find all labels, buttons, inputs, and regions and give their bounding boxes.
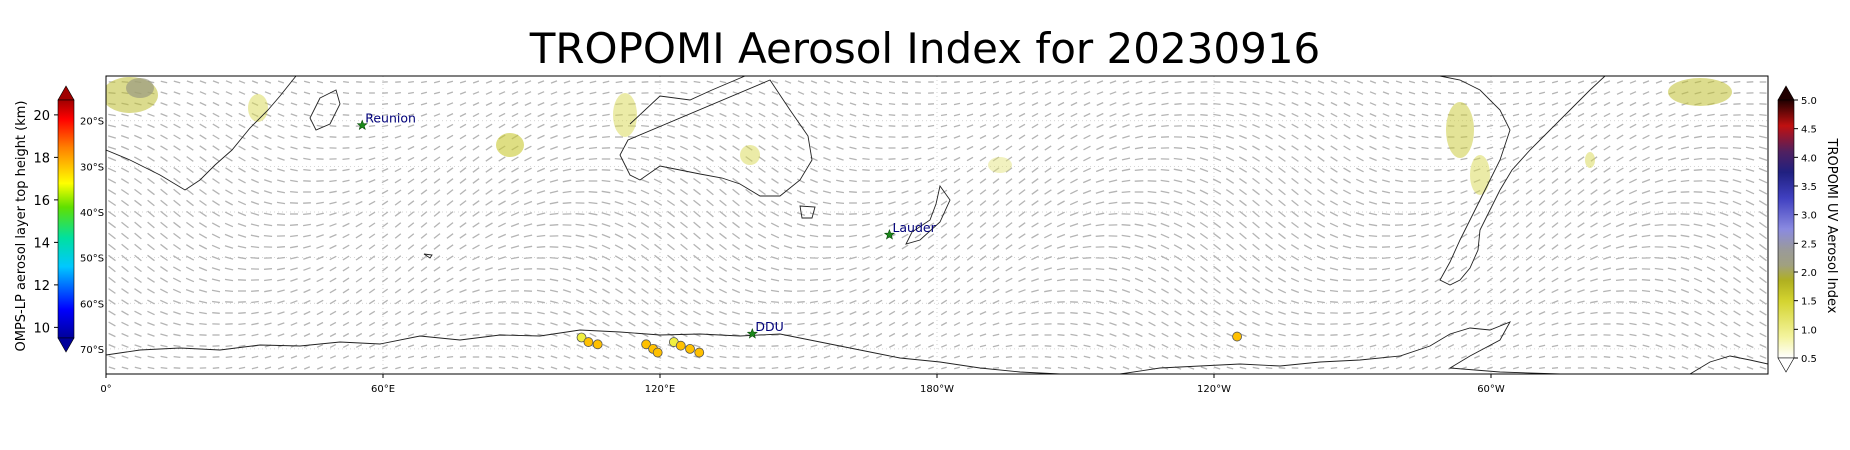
- omps-points: [576, 331, 1242, 358]
- right-colorbar-tick: 0.5: [1801, 354, 1817, 365]
- lon-tick-label: 60°W: [1477, 384, 1505, 395]
- omps-point: [1232, 331, 1242, 342]
- left-colorbar-tick: 14: [33, 236, 50, 251]
- omps-point: [652, 347, 663, 358]
- coastlines: [106, 76, 1768, 374]
- wind-vectors: [107, 80, 1768, 370]
- omps-point: [583, 337, 594, 347]
- lon-tick-label: 0°: [100, 384, 111, 395]
- longitude-tick-labels: 0° 60°E 120°E 180°W 120°W 60°W: [100, 374, 1505, 395]
- omps-point: [592, 339, 603, 350]
- left-colorbar-tick: 10: [33, 321, 50, 336]
- omps-point: [576, 332, 587, 343]
- right-colorbar-tick: 2.0: [1801, 268, 1817, 279]
- omps-point: [694, 347, 705, 358]
- right-colorbar-tick: 3.0: [1801, 211, 1817, 222]
- lon-tick-label: 120°E: [645, 384, 675, 395]
- lon-tick-label: 180°W: [920, 384, 954, 395]
- left-colorbar: 10 12 14 16 18 20 OMPS-LP aerosol layer top h…: [14, 85, 75, 353]
- station-label: Lauder: [892, 220, 936, 235]
- omps-point: [685, 344, 695, 354]
- aerosol-patches: [106, 77, 1732, 195]
- station-marker: [356, 119, 368, 130]
- lat-tick-label: 50°S: [80, 254, 104, 265]
- right-colorbar: 0.5 1.0 1.5 2.0 2.5 3.0 3.5 4.0 4.5 5.0 TROPOMI U…: [1777, 85, 1839, 373]
- right-colorbar-tick: 1.0: [1801, 325, 1817, 336]
- station-label: DDU: [755, 319, 783, 334]
- left-colorbar-tick: 16: [33, 194, 50, 209]
- right-colorbar-label: TROPOMI UV Aerosol Index: [1824, 138, 1839, 314]
- stations: Reunion Lauder DDU: [356, 110, 937, 339]
- right-colorbar-tick: 3.5: [1801, 182, 1817, 193]
- right-colorbar-tick: 2.5: [1801, 239, 1817, 250]
- left-colorbar-tick: 20: [33, 109, 50, 124]
- omps-point: [675, 340, 686, 351]
- lat-tick-label: 60°S: [80, 299, 104, 310]
- lat-tick-label: 20°S: [80, 117, 104, 128]
- lon-tick-label: 60°E: [371, 384, 395, 395]
- map-title: TROPOMI Aerosol Index for 20230916: [529, 24, 1321, 73]
- station-marker: [883, 228, 896, 240]
- right-colorbar-tick: 4.5: [1801, 125, 1817, 136]
- left-colorbar-label: OMPS-LP aerosol layer top height (km): [14, 101, 29, 352]
- omps-point: [641, 339, 652, 350]
- left-colorbar-tick: 18: [33, 151, 50, 166]
- lon-tick-label: 120°W: [1197, 384, 1231, 395]
- lat-tick-label: 30°S: [80, 162, 104, 173]
- right-colorbar-tick: 1.5: [1801, 297, 1817, 308]
- station-marker: [746, 327, 758, 339]
- right-colorbar-tick: 4.0: [1801, 153, 1817, 164]
- lat-tick-label: 40°S: [80, 208, 104, 219]
- lat-tick-label: 70°S: [80, 345, 104, 356]
- left-colorbar-tick: 12: [33, 279, 50, 294]
- right-colorbar-tick: 5.0: [1801, 96, 1817, 107]
- station-label: Reunion: [365, 110, 416, 125]
- latitude-tick-labels: 20°S 30°S 40°S 50°S 60°S 70°S: [80, 117, 104, 356]
